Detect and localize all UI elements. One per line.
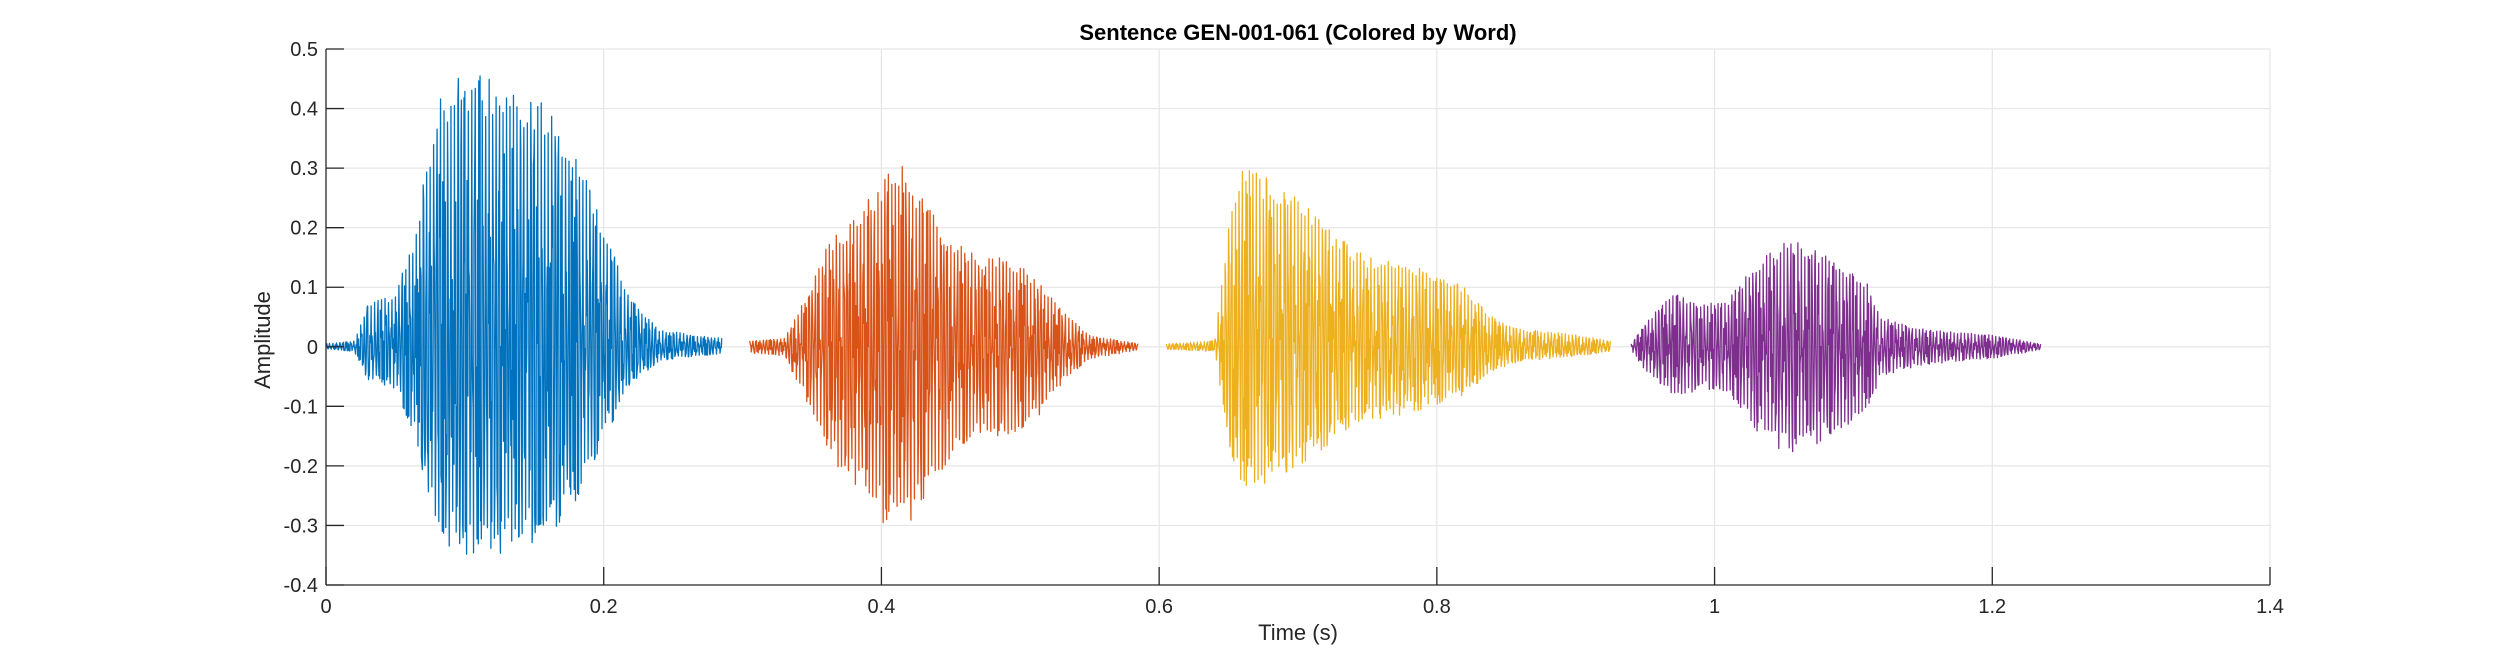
- y-tick-label: 0.4: [290, 99, 318, 121]
- series-line-word-3: [1165, 170, 1612, 486]
- series-line-word-4: [1630, 242, 2042, 453]
- y-axis-label: Amplitude: [250, 291, 275, 389]
- y-tick-label: -0.1: [284, 396, 318, 418]
- y-tick-label: -0.2: [284, 456, 318, 478]
- x-tick-label: 1.2: [1978, 596, 2006, 618]
- series-line-word-2: [748, 166, 1139, 524]
- x-axis-label: Time (s): [1258, 620, 1338, 645]
- x-tick-label: 0.6: [1145, 596, 1173, 618]
- x-tick-label: 0.8: [1423, 596, 1451, 618]
- x-tick-label: 0.4: [868, 596, 896, 618]
- y-tick-label: 0.3: [290, 158, 318, 180]
- y-tick-label: -0.4: [284, 575, 318, 597]
- y-tick-label: 0.1: [290, 277, 318, 299]
- y-tick-label: 0.2: [290, 218, 318, 240]
- y-tick-label: -0.3: [284, 515, 318, 537]
- chart-title: Sentence GEN-001-061 (Colored by Word): [1079, 20, 1516, 45]
- series-layer: [325, 75, 2042, 555]
- series-line-word-1: [325, 75, 723, 555]
- axis-layer: 0 0.2 0.4 0.6 0.8 1 1.2 1.4 -0.4 -0.3 -0.2 -0.1 0 0.1…: [284, 39, 2284, 618]
- x-tick-label: 0.2: [590, 596, 618, 618]
- y-tick-label: 0: [307, 337, 318, 359]
- x-tick-label: 1: [1709, 596, 1720, 618]
- x-tick-label: 1.4: [2256, 596, 2284, 618]
- y-tick-label: 0.5: [290, 39, 318, 61]
- x-tick-label: 0: [320, 596, 331, 618]
